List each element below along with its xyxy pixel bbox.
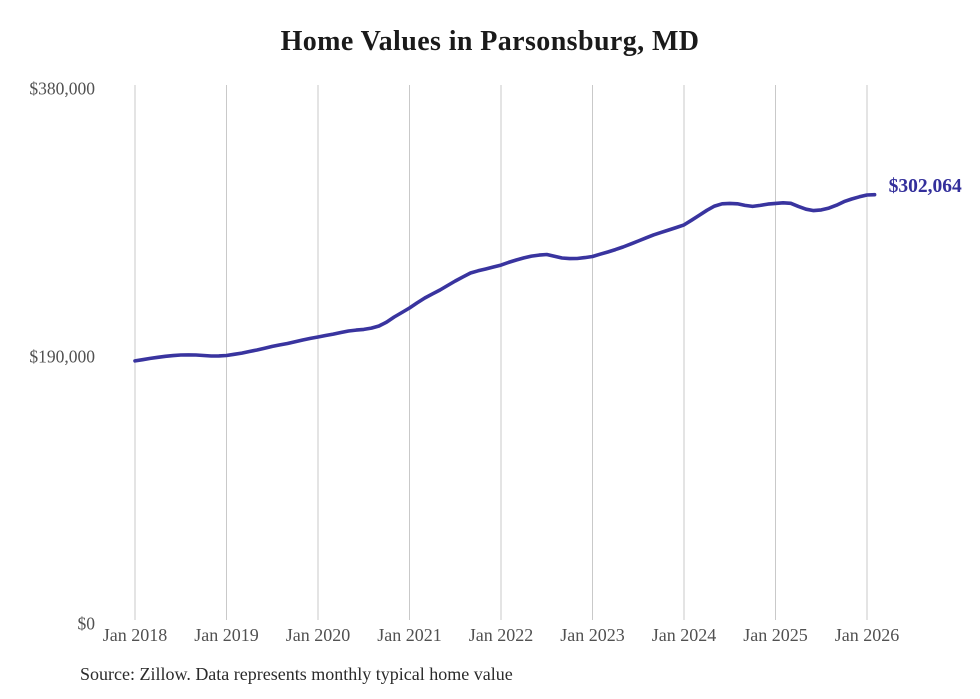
latest-value-label: $302,064 <box>888 175 962 197</box>
x-tick-label: Jan 2021 <box>377 625 442 645</box>
y-tick-label: $380,000 <box>29 78 95 99</box>
x-tick-label: Jan 2022 <box>468 625 534 645</box>
source-note: Source: Zillow. Data represents monthly … <box>80 664 513 684</box>
x-tick-label: Jan 2020 <box>285 625 351 645</box>
y-tick-label: $0 <box>77 613 96 634</box>
x-tick-label: Jan 2026 <box>834 625 900 645</box>
x-tick-label: Jan 2023 <box>560 625 625 645</box>
home-value-line <box>133 192 877 363</box>
x-tick-label: Jan 2024 <box>651 625 717 645</box>
chart-title: Home Values in Parsonsburg, MD <box>280 26 700 57</box>
x-tick-label: Jan 2018 <box>102 625 168 645</box>
x-tick-label: Jan 2025 <box>743 625 808 645</box>
x-tick-label: Jan 2019 <box>194 625 259 645</box>
y-tick-label: $190,000 <box>29 346 95 366</box>
